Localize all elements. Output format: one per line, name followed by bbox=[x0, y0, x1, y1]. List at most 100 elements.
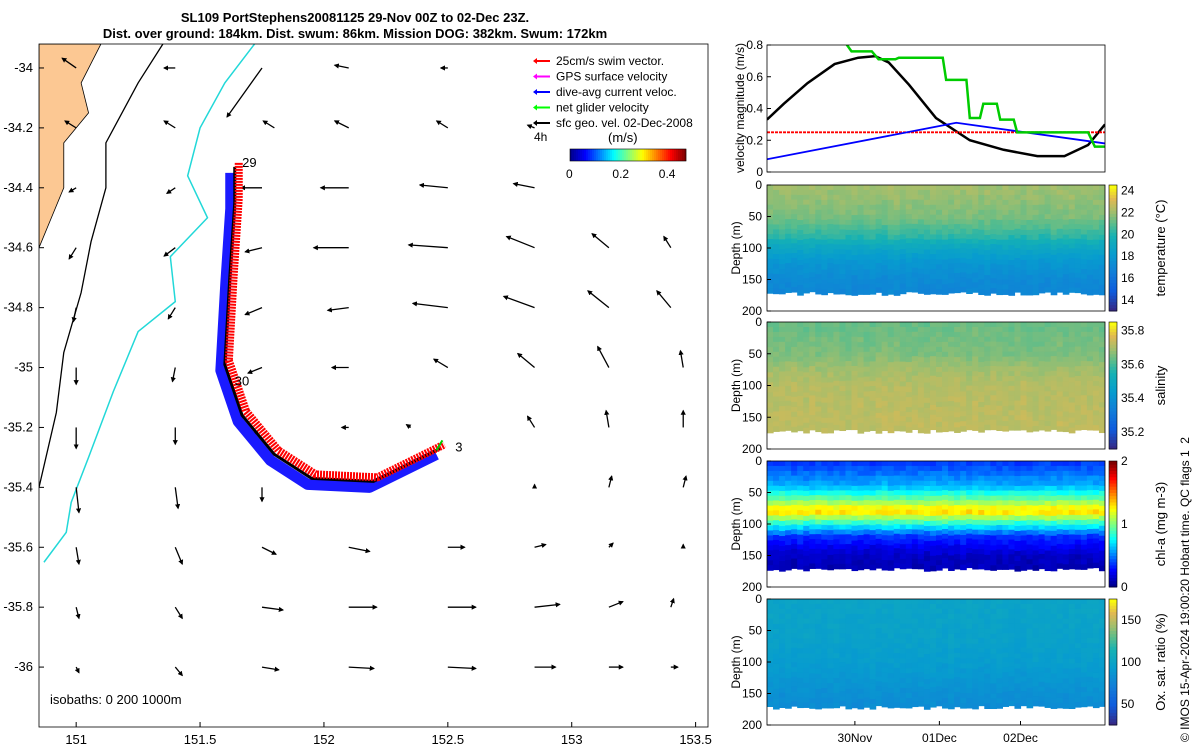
section-cell bbox=[929, 234, 937, 240]
section-cell bbox=[1056, 381, 1064, 388]
section-cell bbox=[875, 553, 883, 559]
section-cell bbox=[954, 367, 961, 373]
section-cell bbox=[821, 658, 828, 664]
section-cell bbox=[966, 603, 973, 610]
section-cell bbox=[1092, 480, 1100, 486]
section-cell bbox=[1074, 272, 1082, 279]
section-cell bbox=[893, 366, 901, 372]
section-cell bbox=[791, 421, 798, 428]
section-cell bbox=[1068, 277, 1076, 284]
section-cell bbox=[966, 702, 973, 709]
section-cell bbox=[1026, 485, 1034, 492]
section-cell bbox=[785, 356, 792, 362]
section-cell bbox=[1014, 257, 1022, 264]
section-cell bbox=[1008, 559, 1016, 565]
section-cell bbox=[791, 426, 798, 433]
section-cell bbox=[960, 366, 967, 373]
section-cell bbox=[978, 510, 985, 516]
section-cell bbox=[1092, 543, 1100, 549]
section-cell bbox=[960, 277, 967, 283]
section-cell bbox=[960, 248, 967, 254]
section-cell bbox=[839, 346, 847, 353]
current-vector bbox=[405, 424, 412, 430]
section-cell bbox=[815, 249, 822, 255]
section-cell bbox=[1092, 400, 1100, 407]
section-cell bbox=[899, 678, 907, 684]
section-cell bbox=[942, 322, 949, 328]
section-cell bbox=[923, 491, 931, 497]
section-cell bbox=[1062, 554, 1070, 560]
section-cell bbox=[942, 239, 949, 246]
section-cell bbox=[954, 696, 961, 703]
section-cell bbox=[1050, 424, 1058, 430]
section-cell bbox=[1002, 336, 1010, 343]
section-cell bbox=[929, 229, 937, 236]
section-cell bbox=[978, 412, 985, 418]
section-cell bbox=[899, 633, 907, 640]
section-cell bbox=[917, 599, 925, 605]
section-cell bbox=[972, 564, 979, 570]
section-cell bbox=[851, 702, 859, 709]
section-cell bbox=[803, 638, 810, 644]
section-cell bbox=[1098, 199, 1105, 206]
section-cell bbox=[809, 238, 816, 244]
section-cell bbox=[833, 697, 841, 704]
section-cell bbox=[1038, 470, 1046, 477]
section-cell bbox=[911, 185, 919, 191]
section-cell bbox=[833, 189, 841, 196]
section-cell bbox=[1056, 416, 1064, 422]
section-colorbar-cell bbox=[1109, 301, 1117, 306]
colorbar-cell bbox=[636, 149, 639, 161]
section-cell bbox=[948, 381, 955, 387]
section-cell bbox=[1014, 277, 1022, 283]
section-cell bbox=[857, 658, 865, 665]
section-cell bbox=[1062, 356, 1070, 363]
section-cell bbox=[815, 553, 822, 560]
section-cell bbox=[923, 367, 931, 374]
section-cell bbox=[917, 189, 925, 196]
section-cell bbox=[960, 539, 967, 546]
section-cell bbox=[1026, 322, 1034, 328]
section-cell bbox=[960, 530, 967, 536]
section-cell bbox=[966, 400, 973, 406]
section-cell bbox=[869, 425, 877, 431]
section-cell bbox=[791, 272, 798, 278]
section-colorbar-cell bbox=[1109, 555, 1117, 560]
section-cell bbox=[936, 406, 943, 413]
section-cell bbox=[996, 395, 1003, 402]
section-colorbar-cell bbox=[1109, 216, 1117, 221]
section-colorbar-cell bbox=[1109, 564, 1117, 569]
section-cell bbox=[791, 475, 798, 482]
section-cell bbox=[869, 395, 877, 402]
section-colorbar-cell bbox=[1109, 225, 1117, 230]
section-colorbar-cell bbox=[1109, 263, 1117, 268]
section-cell bbox=[773, 288, 780, 295]
section-cell bbox=[821, 194, 828, 201]
section-cell bbox=[1014, 351, 1022, 357]
section-cell bbox=[1068, 500, 1076, 506]
section-colorbar-cell bbox=[1109, 325, 1117, 329]
section-cell bbox=[785, 243, 792, 250]
section-cell bbox=[1032, 269, 1040, 276]
section-cell bbox=[923, 546, 931, 552]
section-cell bbox=[923, 224, 931, 231]
section-cell bbox=[833, 331, 841, 338]
section-cell bbox=[845, 244, 853, 251]
section-cell bbox=[911, 465, 919, 472]
section-cell bbox=[1038, 243, 1046, 250]
section-cell bbox=[978, 657, 985, 663]
section-cell bbox=[1098, 249, 1105, 256]
section-cell bbox=[785, 470, 792, 477]
section-cell bbox=[1008, 608, 1016, 615]
section-cell bbox=[960, 603, 967, 610]
section-cell bbox=[821, 599, 828, 605]
section-cell bbox=[1056, 519, 1064, 525]
section-cell bbox=[839, 613, 847, 620]
section-cell bbox=[948, 703, 955, 710]
section-cell bbox=[1002, 461, 1010, 467]
section-cell bbox=[803, 229, 810, 235]
section-cell bbox=[942, 490, 949, 496]
section-cell bbox=[954, 633, 961, 639]
section-cell bbox=[833, 410, 841, 416]
section-cell bbox=[917, 327, 925, 333]
